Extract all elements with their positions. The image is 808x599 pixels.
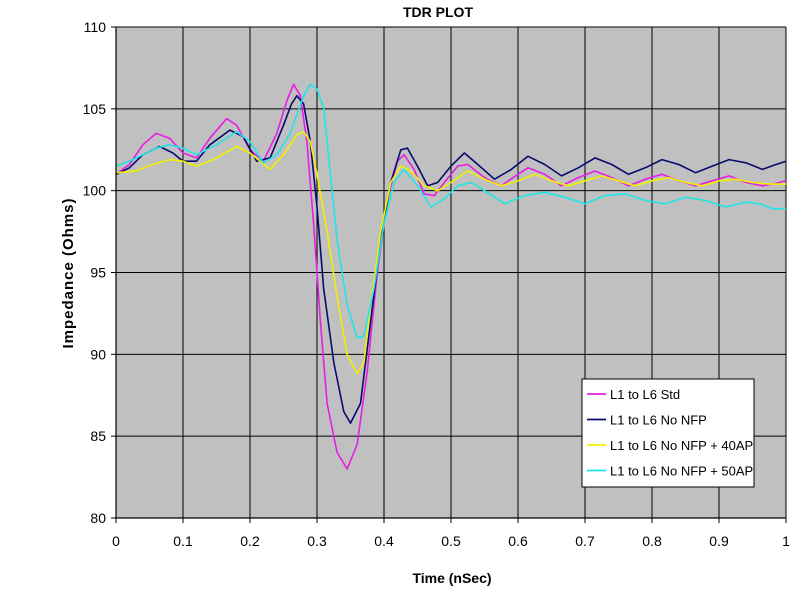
x-tick-label: 0.4	[374, 533, 394, 549]
chart-title: TDR PLOT	[403, 4, 473, 20]
x-tick-label: 0.5	[441, 533, 461, 549]
legend-label: L1 to L6 No NFP	[610, 413, 707, 428]
y-tick-label: 100	[83, 183, 107, 199]
legend-label: L1 to L6 No NFP + 40AP	[610, 438, 753, 453]
y-tick-label: 90	[90, 346, 106, 362]
y-tick-label: 95	[90, 265, 106, 281]
watermark: 知乎 @trace	[668, 554, 786, 578]
x-tick-label: 0.6	[508, 533, 528, 549]
series-line-2	[115, 94, 787, 424]
series-lines	[115, 83, 787, 470]
series-line-1	[115, 83, 787, 470]
legend: L1 to L6 Std L1 to L6 No NFP L1 to L6 No N…	[581, 378, 755, 488]
legend-label: L1 to L6 No NFP + 50AP	[610, 464, 753, 479]
x-tick-label: 1	[782, 533, 790, 549]
x-tick-label: 0.2	[240, 533, 260, 549]
x-tick-labels: 0 0.1 0.2 0.3 0.4 0.5 0.6 0.7 0.8 0.9 1	[112, 518, 790, 549]
y-tick-label: 85	[90, 428, 106, 444]
x-axis-label: Time (nSec)	[412, 570, 491, 586]
x-tick-label: 0.1	[173, 533, 193, 549]
legend-box	[581, 378, 755, 488]
x-tick-label: 0	[112, 533, 120, 549]
x-tick-label: 0.7	[575, 533, 595, 549]
series-line-4	[115, 83, 786, 339]
y-tick-label: 80	[90, 510, 106, 526]
y-tick-labels: 80 85 90 95 100 105 110	[83, 19, 116, 526]
x-tick-label: 0.3	[307, 533, 327, 549]
x-tick-label: 0.9	[709, 533, 729, 549]
y-axis-label: Impedance (Ohms)	[60, 197, 77, 348]
series-line-3	[115, 130, 786, 375]
legend-label: L1 to L6 Std	[610, 387, 680, 402]
y-tick-label: 105	[83, 101, 107, 117]
y-tick-label: 110	[84, 19, 107, 35]
x-tick-label: 0.8	[642, 533, 662, 549]
